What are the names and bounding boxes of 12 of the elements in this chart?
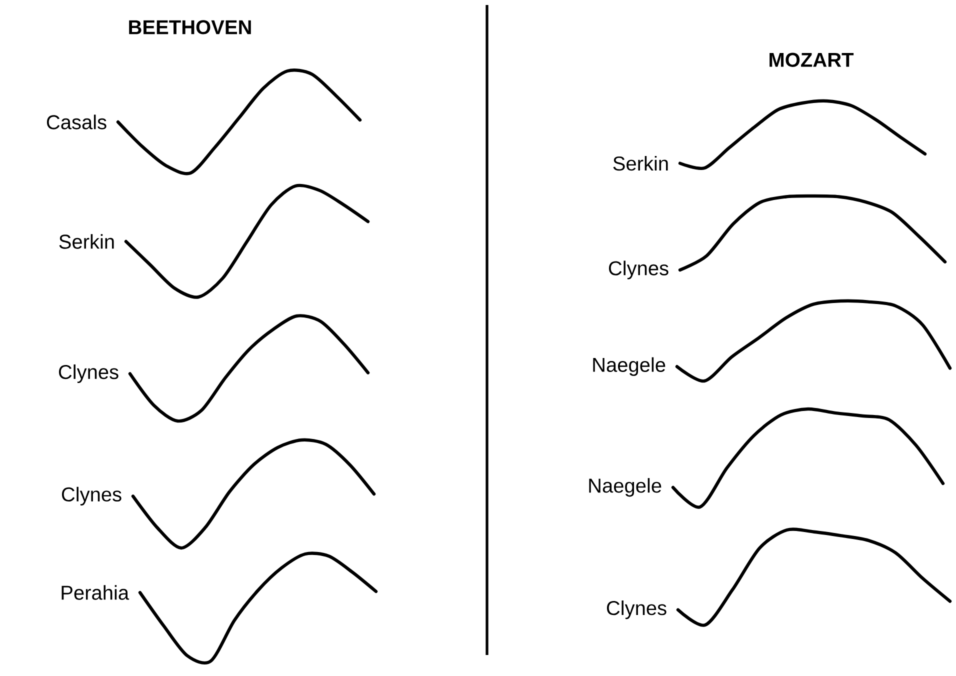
series-label: Clynes — [606, 600, 666, 620]
series-label: Clynes — [608, 260, 668, 280]
series-label: Serkin — [59, 234, 114, 249]
series-label: Clynes — [62, 486, 122, 506]
chart-title: MOZART — [770, 52, 854, 67]
series-label: Clynes — [58, 364, 118, 384]
series-label: Casals — [46, 114, 106, 130]
series-label: Naegele — [593, 357, 666, 376]
series-label: Perahia — [62, 585, 130, 600]
series-label: Serkin — [613, 156, 668, 171]
series-label: Naegele — [589, 478, 662, 497]
chart-title: BEETHOVEN — [129, 20, 251, 34]
